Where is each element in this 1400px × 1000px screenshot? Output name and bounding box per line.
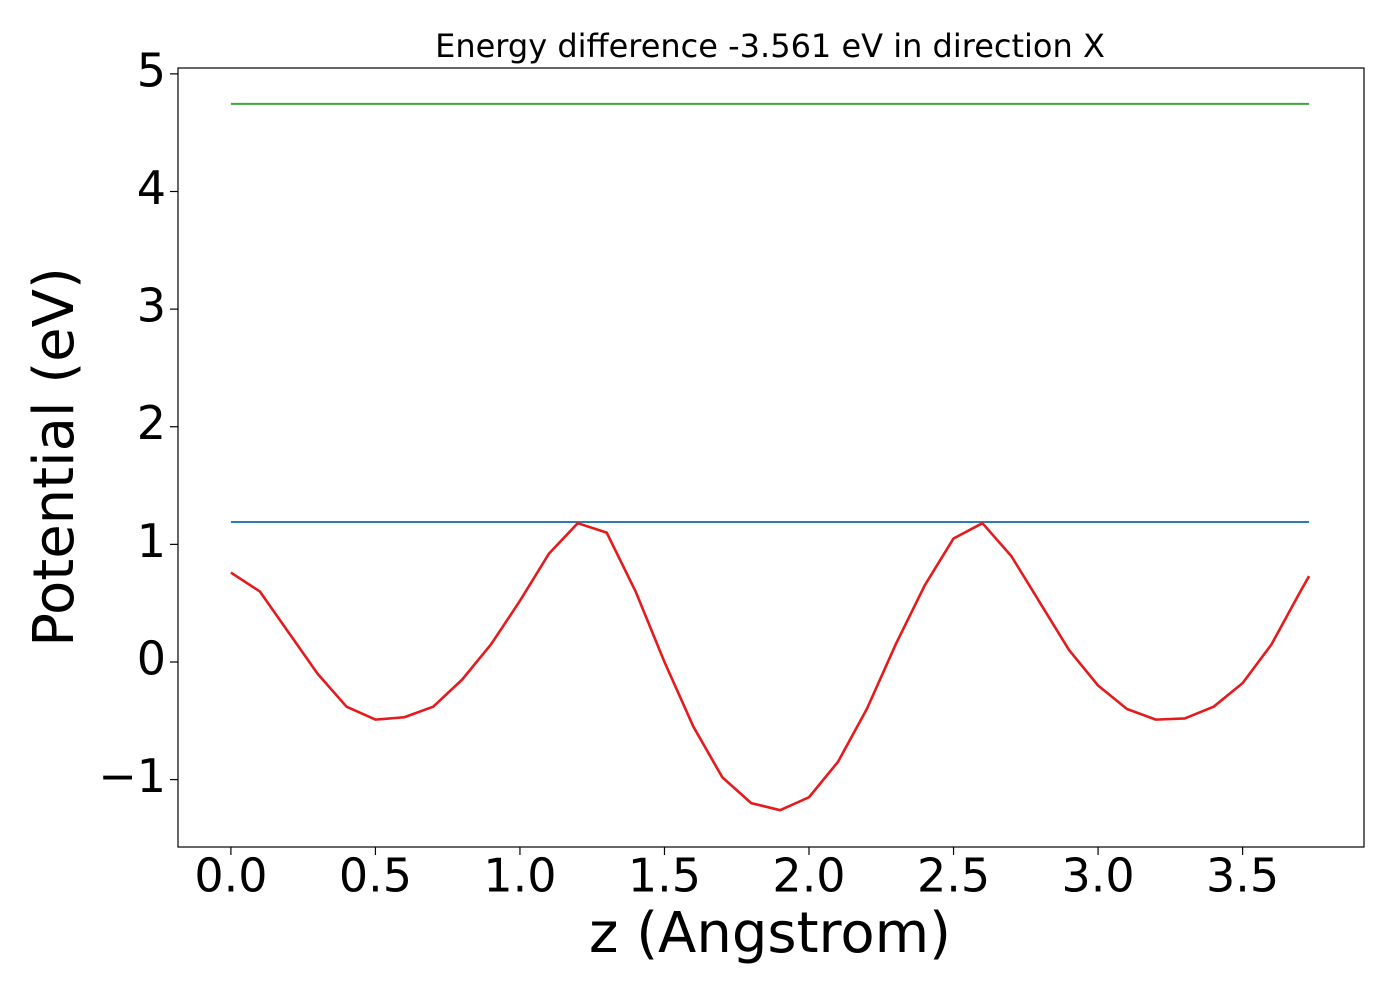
plot-frame xyxy=(177,67,1365,848)
x-tick-label: 0.5 xyxy=(339,849,412,903)
y-tick-label: 2 xyxy=(137,396,166,450)
y-tick-label: 5 xyxy=(137,43,166,97)
x-tick-label: 2.0 xyxy=(772,849,845,903)
y-tick-label: 4 xyxy=(137,161,166,215)
x-tick-label: 2.5 xyxy=(917,849,990,903)
y-tick-label: 0 xyxy=(137,631,166,685)
x-tick-label: 0.0 xyxy=(194,849,267,903)
x-axis-label: z (Angstrom) xyxy=(589,901,951,966)
chart-title: Energy difference -3.561 eV in direction… xyxy=(435,27,1105,65)
y-tick-label: −1 xyxy=(98,749,166,803)
y-tick-label: 3 xyxy=(137,279,166,333)
series-line xyxy=(230,521,1311,812)
y-axis-label: Potential (eV) xyxy=(22,267,87,647)
x-tick-label: 1.5 xyxy=(628,849,701,903)
x-tick-label: 3.0 xyxy=(1061,849,1134,903)
x-tick-label: 3.5 xyxy=(1206,849,1279,903)
x-tick-label: 1.0 xyxy=(483,849,556,903)
y-tick-label: 1 xyxy=(137,514,166,568)
